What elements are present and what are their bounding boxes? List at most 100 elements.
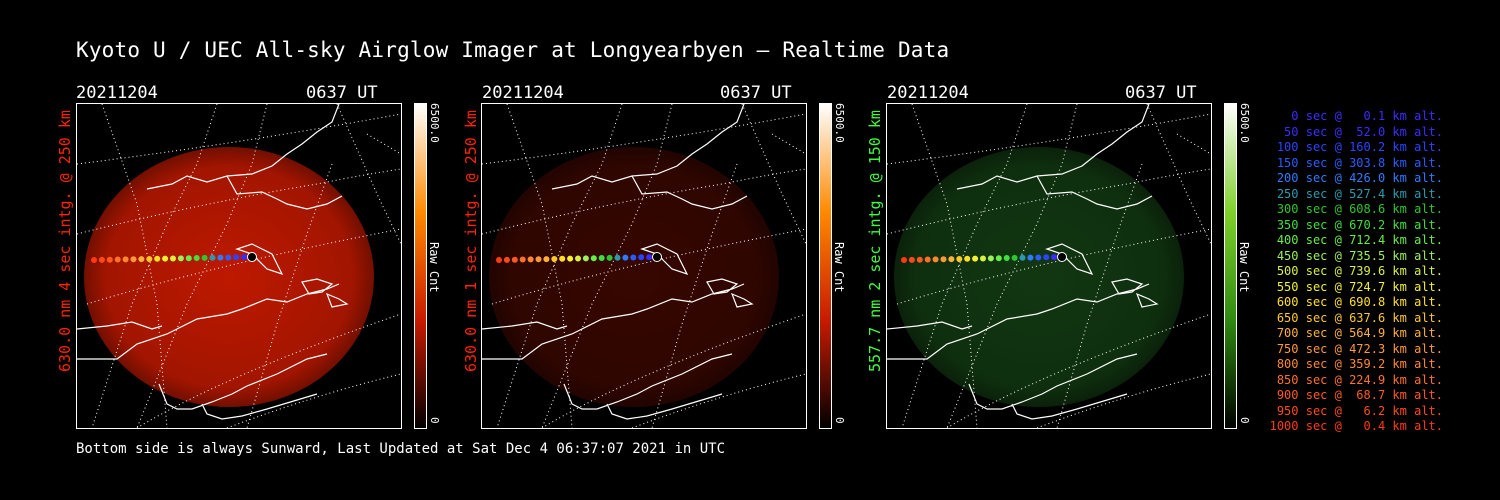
trajectory-point <box>114 256 121 263</box>
trajectory-point <box>1043 254 1050 261</box>
trajectory-point <box>948 256 955 263</box>
trajectory-point <box>940 256 947 263</box>
panel-3-colorbar <box>1224 103 1237 429</box>
trajectory-point <box>201 254 208 261</box>
panel-1-time: 0637 UT <box>306 83 378 103</box>
legend-row: 0 sec @ 0.1 km alt. <box>1291 109 1443 123</box>
legend-row: 150 sec @ 303.8 km alt. <box>1276 155 1443 170</box>
trajectory-point <box>908 256 915 263</box>
panel-1-image <box>76 103 402 429</box>
panel-1-colorbar-max: 6500.0 <box>428 103 441 143</box>
trajectory-point <box>638 254 645 261</box>
legend-row: 650 sec @ 637.6 km alt. <box>1276 310 1443 325</box>
trajectory-point <box>98 256 105 263</box>
panel-3-time: 0637 UT <box>1125 83 1197 103</box>
trajectory-point <box>527 256 534 263</box>
legend-row: 1000 sec @ 0.4 km alt. <box>1269 419 1443 433</box>
airglow-field <box>489 147 779 407</box>
panel-2-channel-label: 630.0 nm 1 sec intg. @ 250 km <box>462 110 480 372</box>
legend-row: 600 sec @ 690.8 km alt. <box>1276 295 1443 309</box>
trajectory-point <box>646 254 653 261</box>
lat-lon-grid <box>77 104 401 428</box>
trajectory-point <box>901 257 907 263</box>
legend-row: 100 sec @ 160.2 km alt. <box>1276 140 1443 154</box>
panel-1-date: 20211204 <box>76 83 158 103</box>
trajectory-point <box>225 254 232 261</box>
trajectory-point <box>138 256 145 263</box>
trajectory-point <box>972 255 979 262</box>
trajectory-point <box>980 255 986 262</box>
legend-row: 350 sec @ 670.2 km alt. <box>1276 217 1443 232</box>
trajectory-point <box>511 256 518 263</box>
trajectory-point <box>956 255 963 262</box>
trajectory-point <box>1035 254 1042 261</box>
trajectory-point <box>177 255 184 262</box>
trajectory-point <box>209 254 216 261</box>
panel-2-colorbar-min: 0 <box>833 417 846 424</box>
trajectory-point <box>1057 252 1067 262</box>
trajectory-point <box>630 254 637 261</box>
trajectory-point <box>652 252 662 262</box>
trajectory-point <box>622 254 629 261</box>
trajectory-point <box>217 254 224 261</box>
trajectory-point <box>987 255 994 262</box>
trajectory-point <box>559 255 566 262</box>
panel-1-colorbar <box>414 103 427 429</box>
trajectory-point <box>535 256 542 263</box>
trajectory-point <box>519 256 526 263</box>
trajectory-point <box>106 256 113 263</box>
legend-row: 850 sec @ 224.9 km alt. <box>1276 372 1443 387</box>
page-title: Kyoto U / UEC All-sky Airglow Imager at … <box>76 38 950 62</box>
legend-row: 50 sec @ 52.0 km alt. <box>1284 124 1443 139</box>
legend-row: 500 sec @ 739.6 km alt. <box>1276 264 1443 278</box>
trajectory-point <box>543 256 550 263</box>
trajectory-point <box>1003 255 1010 262</box>
trajectory-point <box>154 255 161 262</box>
panel-2-colorbar-unit: Raw Cnt <box>832 242 846 293</box>
coastline <box>887 104 1159 420</box>
trajectory-point <box>598 255 605 262</box>
legend-row: 250 sec @ 527.4 km alt. <box>1276 186 1443 201</box>
map-image <box>482 104 806 428</box>
legend-row: 450 sec @ 735.5 km alt. <box>1276 248 1443 263</box>
map-image <box>887 104 1211 428</box>
legend-row: 750 sec @ 472.3 km alt. <box>1276 341 1443 356</box>
trajectory-point <box>1019 254 1026 261</box>
panel-2-colorbar-max: 6500.0 <box>833 103 846 143</box>
panel-1-colorbar-min: 0 <box>428 417 441 424</box>
panel-3-date: 20211204 <box>887 83 969 103</box>
trajectory-point <box>614 254 621 261</box>
trajectory-point <box>567 255 574 262</box>
trajectory-point <box>247 252 257 262</box>
trajectory-point <box>146 255 153 262</box>
lat-lon-grid <box>887 104 1211 428</box>
coastline <box>77 104 349 420</box>
footer-note: Bottom side is always Sunward, Last Upda… <box>76 441 726 457</box>
panel-3-channel-label: 557.7 nm 2 sec intg. @ 150 km <box>866 110 884 372</box>
trajectory-point <box>995 255 1002 262</box>
trajectory-point <box>932 256 939 263</box>
legend-row: 900 sec @ 68.7 km alt. <box>1276 388 1443 402</box>
legend-row: 550 sec @ 724.7 km alt. <box>1276 279 1443 294</box>
trajectory-point <box>130 256 137 263</box>
panel-2-colorbar <box>819 103 832 429</box>
panel-3-image <box>886 103 1212 429</box>
airglow-field <box>84 147 374 407</box>
trajectory-point <box>122 256 129 263</box>
trajectory-point <box>590 255 597 262</box>
airglow-field <box>894 147 1184 407</box>
lat-lon-grid <box>482 104 806 428</box>
map-image <box>77 104 401 428</box>
panel-1-channel-label: 630.0 nm 4 sec intg. @ 250 km <box>56 110 74 372</box>
trajectory-point <box>503 256 510 263</box>
panel-2-time: 0637 UT <box>720 83 792 103</box>
legend-row: 950 sec @ 6.2 km alt. <box>1276 403 1443 418</box>
panel-2-date: 20211204 <box>482 83 564 103</box>
trajectory-point <box>170 255 176 262</box>
legend-row: 300 sec @ 608.6 km alt. <box>1276 202 1443 216</box>
trajectory-point <box>582 255 589 262</box>
trajectory-point <box>924 256 931 263</box>
trajectory-point <box>1051 254 1058 261</box>
trajectory-point <box>241 254 248 261</box>
panel-2-image <box>481 103 807 429</box>
